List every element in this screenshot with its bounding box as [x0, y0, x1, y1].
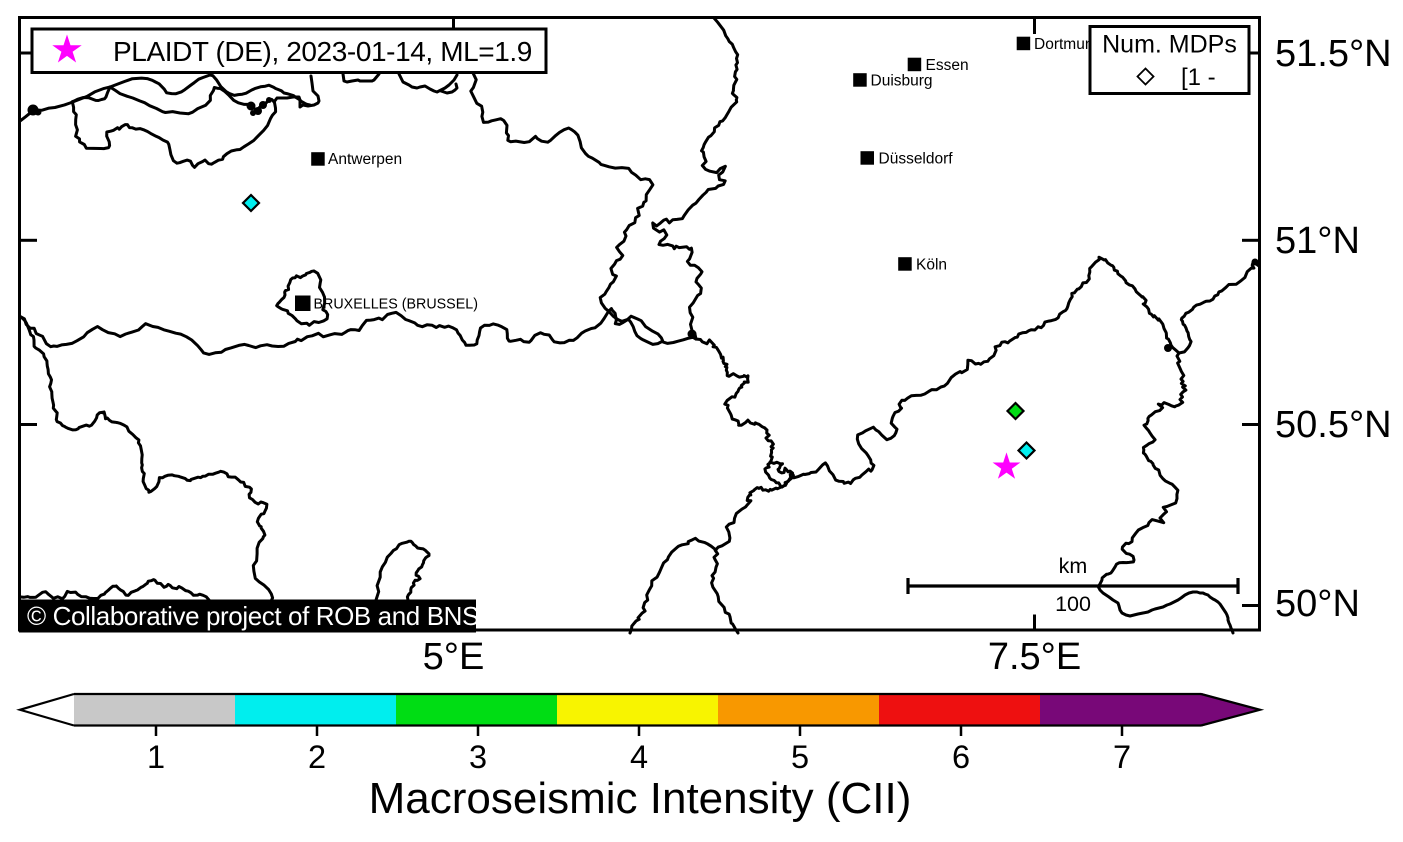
- svg-text:Köln: Köln: [916, 257, 947, 274]
- svg-text:Düsseldorf: Düsseldorf: [879, 151, 954, 168]
- svg-text:2: 2: [308, 739, 326, 775]
- svg-text:Antwerpen: Antwerpen: [328, 151, 402, 168]
- svg-text:Macroseismic Intensity (CII): Macroseismic Intensity (CII): [369, 774, 912, 823]
- svg-text:100: 100: [1055, 592, 1091, 616]
- svg-text:Dortmund: Dortmund: [1034, 36, 1102, 53]
- svg-text:BRUXELLES (BRUSSEL): BRUXELLES (BRUSSEL): [314, 297, 478, 313]
- svg-text:© Collaborative project of ROB: © Collaborative project of ROB and BNS: [27, 601, 479, 631]
- svg-text:5°E: 5°E: [423, 636, 485, 678]
- svg-text:7.5°E: 7.5°E: [988, 636, 1081, 678]
- svg-text:50.5°N: 50.5°N: [1275, 404, 1392, 446]
- svg-text:6: 6: [952, 739, 970, 775]
- svg-text:5: 5: [791, 739, 809, 775]
- svg-text:Duisburg: Duisburg: [871, 73, 933, 90]
- svg-text:Num. MDPs: Num. MDPs: [1102, 31, 1237, 59]
- svg-text:3: 3: [469, 739, 487, 775]
- svg-text:51°N: 51°N: [1275, 220, 1360, 262]
- svg-text:7: 7: [1113, 739, 1131, 775]
- svg-text:Essen: Essen: [926, 57, 969, 74]
- svg-text:[1 -: [1 -: [1181, 64, 1216, 91]
- svg-text:4: 4: [630, 739, 648, 775]
- svg-text:PLAIDT (DE), 2023-01-14, ML=1.: PLAIDT (DE), 2023-01-14, ML=1.9: [113, 36, 532, 67]
- svg-text:51.5°N: 51.5°N: [1275, 33, 1392, 75]
- svg-text:50°N: 50°N: [1275, 583, 1360, 625]
- svg-text:1: 1: [147, 739, 165, 775]
- svg-text:km: km: [1059, 554, 1088, 578]
